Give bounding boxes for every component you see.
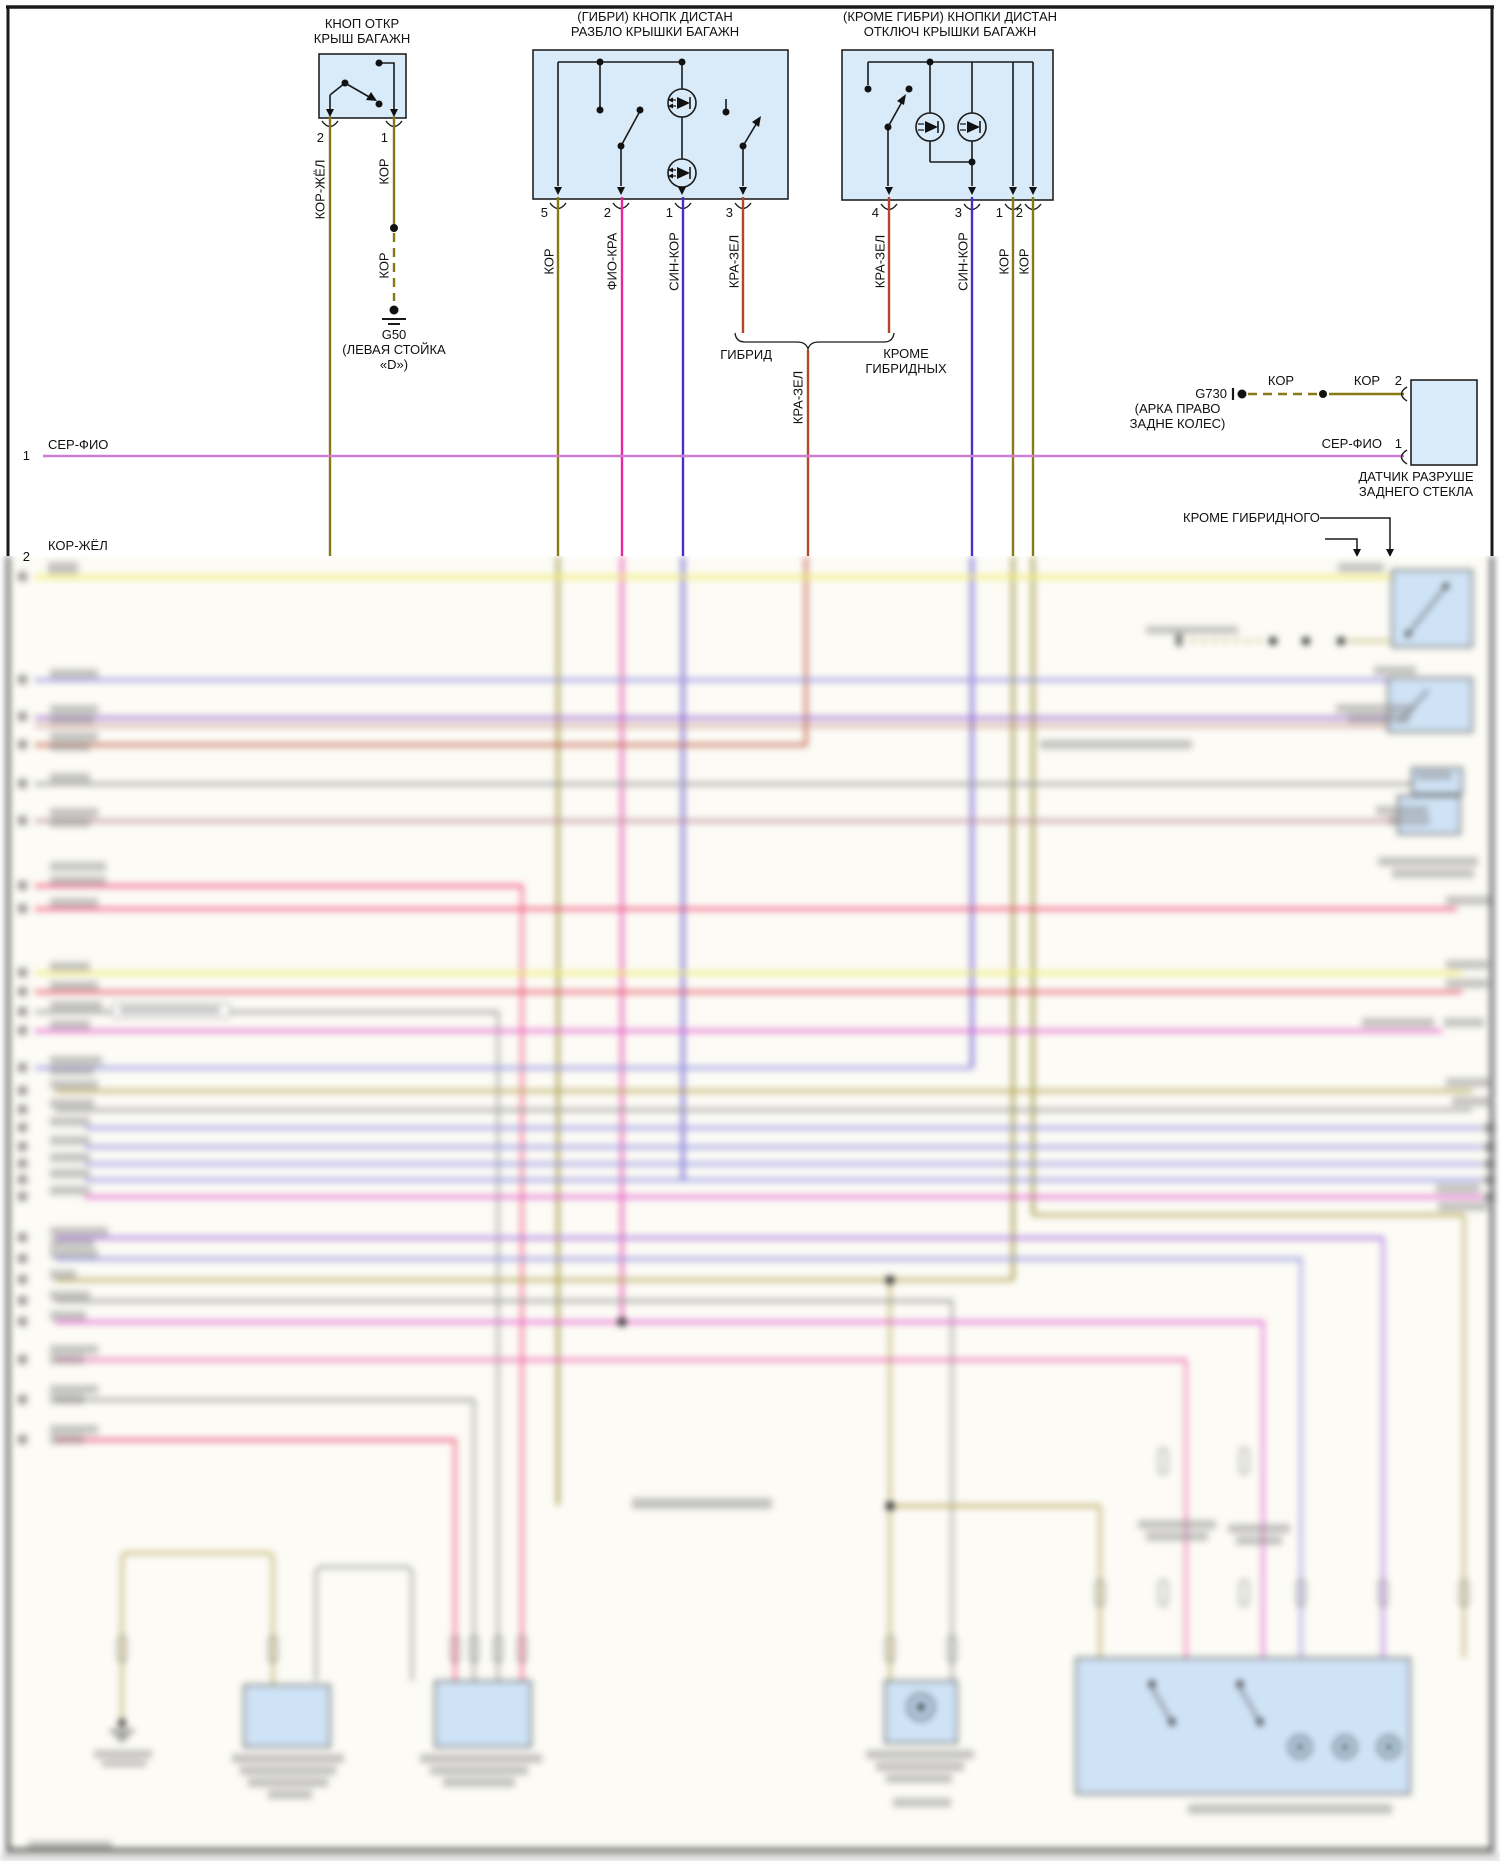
trunk-button-title-line2: КРЫШ БАГАЖН [313, 31, 411, 46]
blurred-wiring [0, 556, 1500, 1861]
wire-label-kor: КОР [1016, 248, 1032, 275]
branch-label-hybrid: ГИБРИД [720, 347, 772, 362]
pin-number: 2 [1015, 205, 1023, 220]
brace [734, 332, 895, 352]
branch-label-non-hybrid-line1: КРОМЕ [883, 346, 929, 361]
row1-wire-label: СЕР-ФИО [48, 437, 109, 452]
wire-kor-pair [1011, 197, 1035, 556]
ground-location-g50-line2: «D») [379, 357, 409, 372]
wire-label-kor-dashed: КОР [376, 252, 392, 279]
row2-wire-label: КОР-ЖЁЛ [48, 538, 108, 553]
wire-label-kor: КОР [376, 158, 392, 185]
blurred-vertical-wires [453, 556, 1466, 1681]
ground-name-g730: G730 [1195, 386, 1227, 401]
pin-number: 3 [954, 205, 962, 220]
non-hybrid-remote-title-line2: ОТКЛЮЧ КРЫШКИ БАГАЖН [863, 24, 1037, 39]
row2-number: 2 [22, 549, 30, 564]
g50-ground-icon [389, 305, 399, 315]
pin-number: 4 [871, 205, 879, 220]
pin-number: 2 [316, 130, 324, 145]
hybrid-remote-title-line2: РАЗБЛО КРЫШКИ БАГАЖН [570, 24, 740, 39]
optocoupler-icon [667, 88, 697, 118]
wire-label-sin-kor: СИН-КОР [955, 232, 971, 291]
wire-label-kor: КОР [541, 248, 557, 275]
wire-label-kor-zhel: КОР-ЖЁЛ [312, 159, 328, 220]
page-border [6, 5, 1494, 556]
pin-number: 2 [603, 205, 611, 220]
optocoupler-icon [957, 112, 987, 142]
ground-symbols [382, 305, 1247, 400]
row1-number: 1 [22, 448, 30, 463]
illegible-label-blobs [18, 562, 1495, 1848]
wire-label-kor: КОР [1267, 373, 1295, 388]
trunk-open-button-symbol [321, 59, 403, 128]
wires [43, 116, 1404, 556]
sensor-pin1-number: 1 [1394, 436, 1402, 451]
blurred-ground [110, 1719, 134, 1741]
blurred-component-boxes [243, 569, 1473, 1795]
wire-label-fio-kra: ФИО-КРА [604, 232, 620, 291]
hybrid-remote-title-line1: (ГИБРИ) КНОПК ДИСТАН [577, 9, 733, 24]
blurred-lower-section [0, 556, 1500, 1861]
note-non-hybrid: КРОМЕ ГИБРИДНОГО [1183, 510, 1320, 525]
wire-label-sin-kor: СИН-КОР [666, 232, 682, 291]
connector-boxes [318, 49, 1478, 466]
wire-label-kor: КОР [1353, 373, 1381, 388]
pin-number: 1 [380, 130, 388, 145]
wire-label-kra-zel: КРА-ЗЕЛ [872, 234, 888, 289]
trunk-button-title-line1: КНОП ОТКР [324, 16, 400, 31]
wire-label-kra-zel-merged: КРА-ЗЕЛ [790, 370, 806, 425]
blurred-pin-ovals [117, 1447, 1469, 1663]
ground-location-g50-line1: (ЛЕВАЯ СТОЙКА [342, 342, 446, 357]
blurred-arch-wires [120, 1551, 414, 1720]
pin-number: 5 [540, 205, 548, 220]
sensor-pin2-number: 2 [1394, 373, 1402, 388]
non-hybrid-remote-button-box [841, 49, 1054, 201]
blurred-border [0, 556, 1500, 1861]
ground-name-g50: G50 [381, 327, 407, 342]
sensor-pin-cups [1400, 386, 1408, 465]
sensor-title-line2: ЗАДНЕГО СТЕКЛА [1358, 484, 1474, 499]
blurred-horizontal-wires [35, 575, 1482, 1508]
ground-location-g730-line1: (АРКА ПРАВО [1134, 401, 1221, 416]
note-arrows [1320, 517, 1394, 557]
optocoupler-icon [915, 112, 945, 142]
sensor-title-line1: ДАТЧИК РАЗРУШЕ [1358, 469, 1474, 484]
pin-number: 3 [725, 205, 733, 220]
wire-label-kor: КОР [996, 248, 1012, 275]
ground-location-g730-line2: ЗАДНЕ КОЛЕС) [1129, 416, 1226, 431]
wire-label-kra-zel: КРА-ЗЕЛ [726, 234, 742, 289]
trunk-open-button-box [318, 53, 407, 119]
pin-number: 1 [995, 205, 1003, 220]
branch-label-non-hybrid-line2: ГИБРИДНЫХ [865, 361, 947, 376]
glass-breakage-sensor-box [1410, 379, 1478, 466]
hybrid-remote-button-box [532, 49, 789, 200]
non-hybrid-remote-title-line1: (КРОМЕ ГИБРИ) КНОПКИ ДИСТАН [843, 9, 1057, 24]
wire-label-ser-fio: СЕР-ФИО [1321, 436, 1382, 451]
pin-number: 1 [665, 205, 673, 220]
